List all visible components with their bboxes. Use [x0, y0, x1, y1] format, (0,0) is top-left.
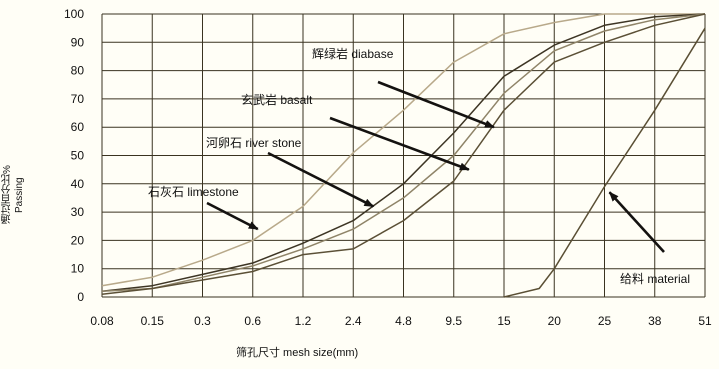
annotation-label: 辉绿岩 diabase	[312, 46, 394, 61]
annotation-label: 玄武岩 basalt	[241, 92, 313, 107]
x-tick-label: 38	[648, 314, 662, 328]
y-tick-label: 30	[71, 205, 85, 219]
x-tick-label: 51	[698, 314, 712, 328]
x-tick-label: 0.08	[90, 314, 114, 328]
y-tick-label: 50	[71, 149, 85, 163]
x-tick-label: 9.5	[445, 314, 462, 328]
annotation-arrow	[329, 116, 470, 171]
y-axis-label-cn: 通过百分比%	[2, 165, 13, 225]
x-tick-label: 0.6	[244, 314, 261, 328]
annotation-label: 给料 material	[620, 272, 690, 286]
x-tick-label: 1.2	[295, 314, 312, 328]
series-line	[101, 13, 706, 293]
annotation-arrow	[608, 191, 665, 253]
annotation-arrows	[206, 80, 665, 253]
x-tick-labels: 0.08 0.15 0.3 0.6 1.2 2.4 4.8 9.5 15 20 25 38 51	[90, 314, 712, 328]
x-tick-label: 4.8	[395, 314, 412, 328]
series-line	[101, 13, 705, 287]
x-tick-label: 25	[598, 314, 612, 328]
y-tick-label: 90	[71, 35, 85, 49]
x-tick-label: 0.3	[194, 314, 211, 328]
y-axis-label-en: Passing	[14, 177, 25, 213]
y-tick-label: 0	[77, 290, 84, 304]
y-tick-label: 40	[71, 177, 85, 191]
y-tick-label: 100	[64, 7, 84, 21]
x-tick-label: 20	[548, 314, 562, 328]
y-tick-label: 60	[71, 120, 85, 134]
annotation-labels: 辉绿岩 diabase 玄武岩 basalt 河卵石 river stone 石灰石 …	[148, 46, 690, 286]
annotation-label: 石灰石 limestone	[148, 185, 239, 199]
y-tick-label: 70	[71, 92, 85, 106]
x-tick-label: 2.4	[345, 314, 362, 328]
y-tick-label: 80	[71, 64, 85, 78]
grid	[101, 13, 706, 298]
annotation-arrow	[206, 201, 259, 231]
annotation-arrow	[267, 151, 375, 208]
y-axis-label: 通过百分比% Passing	[2, 140, 32, 250]
series-lines	[101, 13, 706, 298]
series-line	[503, 27, 706, 298]
series-line	[101, 13, 706, 295]
x-tick-label: 15	[497, 314, 511, 328]
x-tick-label: 0.15	[141, 314, 165, 328]
annotation-arrow	[377, 80, 495, 129]
y-tick-label: 20	[71, 233, 85, 247]
annotation-label: 河卵石 river stone	[206, 136, 302, 150]
x-axis-label: 筛孔尺寸 mesh size(mm)	[236, 347, 359, 359]
y-tick-labels: 0 10 20 30 40 50 60 70 80 90 100	[64, 7, 84, 304]
series-line	[101, 13, 706, 293]
y-tick-label: 10	[71, 262, 85, 276]
